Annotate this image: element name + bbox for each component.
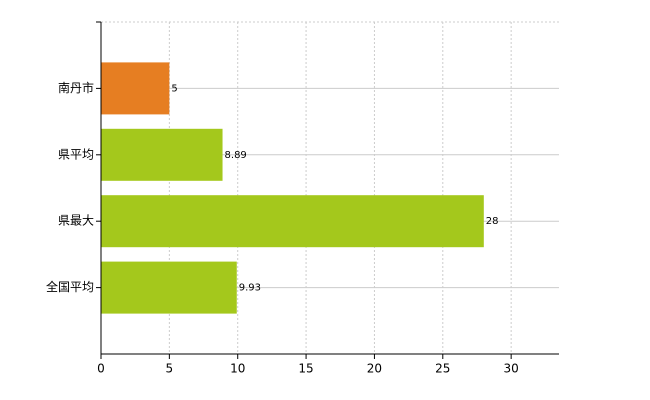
y-tick-label: 県最大 xyxy=(58,214,94,228)
y-tick-label: 南丹市 xyxy=(58,80,94,95)
value-label: 28 xyxy=(486,216,499,227)
x-tick-label: 15 xyxy=(298,362,313,376)
bar xyxy=(101,128,223,181)
x-tick-label: 30 xyxy=(504,362,519,376)
value-label: 8.89 xyxy=(225,150,247,161)
y-tick-label: 県平均 xyxy=(58,147,94,161)
bar xyxy=(101,62,170,115)
y-tick-label: 全国平均 xyxy=(46,279,94,294)
x-tick-label: 0 xyxy=(97,362,105,376)
bar xyxy=(101,195,484,248)
value-label: 9.93 xyxy=(239,283,261,294)
x-tick-label: 10 xyxy=(230,362,245,376)
bar xyxy=(101,261,237,314)
x-tick-label: 20 xyxy=(367,362,382,376)
x-tick-label: 5 xyxy=(166,362,174,376)
value-label: 5 xyxy=(171,83,177,94)
x-tick-label: 25 xyxy=(435,362,450,376)
